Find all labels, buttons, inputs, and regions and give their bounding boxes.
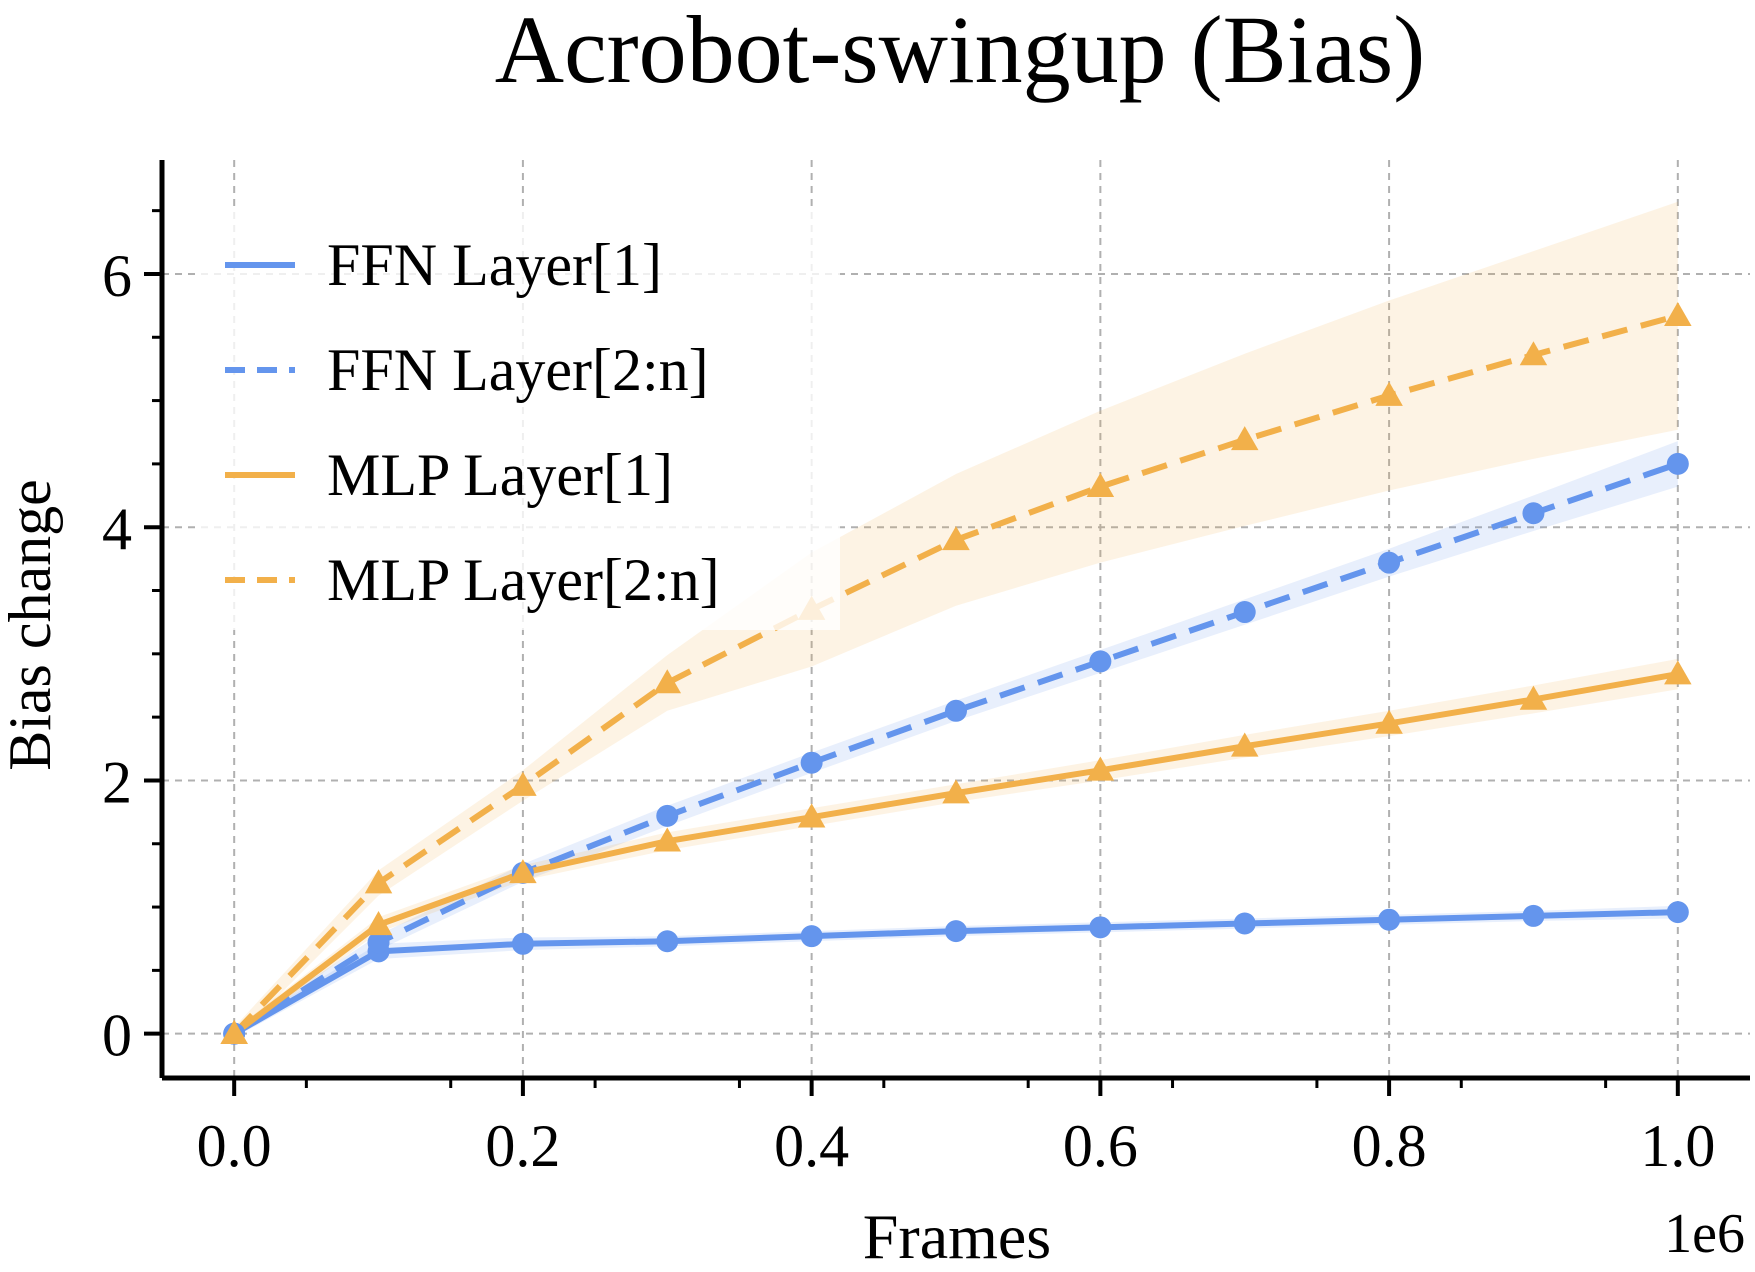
y-tick-label: 2 bbox=[102, 749, 132, 815]
data-point-s2-3 bbox=[656, 804, 679, 827]
x-tick-label: 0.0 bbox=[197, 1113, 272, 1179]
data-point-s4-5 bbox=[942, 526, 970, 551]
x-tick-label: 0.2 bbox=[485, 1113, 560, 1179]
legend-label-3: MLP Layer[1] bbox=[327, 442, 673, 508]
data-point-s1-8 bbox=[1378, 908, 1401, 931]
data-point-s4-7 bbox=[1230, 426, 1259, 451]
data-point-s2-1 bbox=[367, 931, 390, 954]
data-point-s2-5 bbox=[945, 699, 967, 722]
series-markers bbox=[220, 301, 1692, 1045]
data-point-s2-9 bbox=[1522, 502, 1545, 525]
data-point-s1-5 bbox=[945, 920, 967, 943]
x-tick-label: 0.8 bbox=[1352, 1113, 1427, 1179]
data-point-s3-10 bbox=[1664, 660, 1692, 685]
data-point-s1-3 bbox=[656, 930, 679, 953]
data-point-s4-6 bbox=[1086, 472, 1115, 497]
data-point-s3-1 bbox=[364, 911, 393, 936]
data-point-s2-8 bbox=[1378, 551, 1401, 574]
data-point-s2-4 bbox=[800, 751, 823, 774]
data-point-s4-9 bbox=[1519, 341, 1548, 366]
data-point-s2-10 bbox=[1666, 452, 1689, 475]
legend-box bbox=[200, 210, 840, 630]
data-point-s4-2 bbox=[509, 771, 537, 796]
legend-label-1: FFN Layer[1] bbox=[327, 232, 662, 298]
data-point-s1-10 bbox=[1666, 901, 1689, 924]
legend-label-4: MLP Layer[2:n] bbox=[327, 547, 720, 613]
data-point-s1-7 bbox=[1233, 912, 1256, 935]
data-point-s2-7 bbox=[1233, 601, 1256, 624]
data-point-s1-4 bbox=[800, 925, 823, 948]
y-tick-label: 6 bbox=[102, 243, 132, 309]
x-tick-label: 0.6 bbox=[1063, 1113, 1138, 1179]
data-point-s2-6 bbox=[1089, 650, 1112, 673]
chart-title: Acrobot-swingup (Bias) bbox=[495, 0, 1426, 103]
data-point-s4-1 bbox=[364, 869, 393, 894]
band-4 bbox=[234, 201, 1678, 1041]
series-line-3 bbox=[232, 671, 1679, 1037]
data-point-s4-3 bbox=[653, 669, 682, 694]
data-point-s4-10 bbox=[1664, 301, 1692, 327]
data-point-s3-6 bbox=[1086, 756, 1115, 781]
data-point-s1-9 bbox=[1522, 904, 1545, 927]
y-tick-label: 0 bbox=[102, 1003, 132, 1069]
x-tick-label: 0.4 bbox=[774, 1113, 849, 1179]
data-point-s3-8 bbox=[1375, 709, 1403, 734]
data-point-s1-6 bbox=[1089, 916, 1112, 939]
x-axis-offset-label: 1e6 bbox=[1664, 1203, 1745, 1265]
y-tick-label: 4 bbox=[102, 496, 132, 562]
data-point-s1-2 bbox=[511, 932, 534, 955]
data-point-s3-9 bbox=[1519, 685, 1548, 710]
data-point-s4-8 bbox=[1375, 381, 1403, 406]
legend-label-2: FFN Layer[2:n] bbox=[327, 337, 709, 403]
data-point-s3-4 bbox=[797, 803, 826, 828]
x-tick-label: 1.0 bbox=[1640, 1113, 1715, 1179]
data-point-s3-2 bbox=[509, 859, 537, 884]
data-point-s3-3 bbox=[653, 827, 682, 852]
x-axis-label: Frames bbox=[863, 1201, 1051, 1272]
series-line-2 bbox=[232, 461, 1679, 1037]
data-point-s3-7 bbox=[1230, 732, 1259, 757]
band-1 bbox=[234, 905, 1678, 1038]
data-point-s3-5 bbox=[942, 779, 970, 804]
axes: 0.0 0.2 0.4 0.6 0.8 1.0 0 2 4 6 bbox=[102, 160, 1750, 1179]
y-axis-label: Bias change bbox=[0, 479, 63, 771]
data-point-s4-0 bbox=[220, 1019, 248, 1044]
legend: FFN Layer[1] FFN Layer[2:n] MLP Layer[1] ML… bbox=[200, 210, 840, 630]
